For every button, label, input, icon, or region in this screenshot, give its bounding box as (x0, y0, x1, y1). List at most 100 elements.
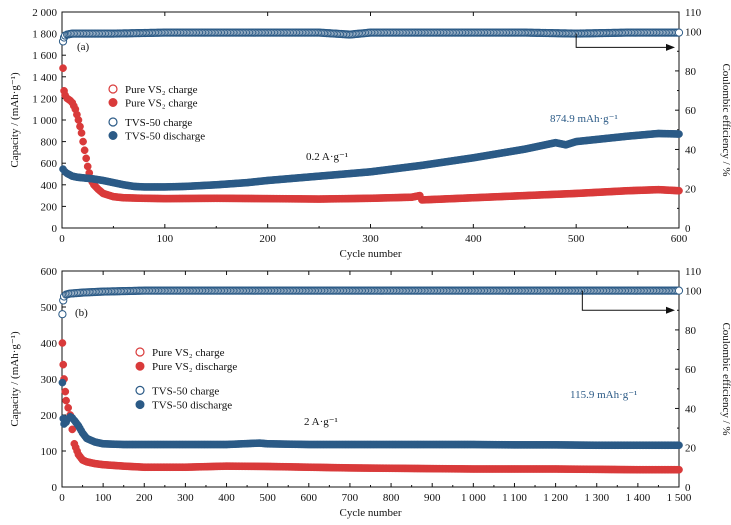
x-tick-label: 400 (465, 233, 482, 245)
series-tvs-50-charge (58, 286, 684, 319)
legend-marker (108, 98, 118, 107)
y-left-axis-title: Capacity / (mAh·g⁻¹) (9, 331, 21, 427)
y-left-tick-label: 2 000 (32, 7, 57, 19)
data-point (58, 310, 67, 319)
y-right-tick-label-max: 110 (685, 266, 702, 278)
y-left-tick-label: 400 (41, 180, 58, 192)
y-left-tick-label: 600 (41, 158, 58, 170)
x-tick-label: 500 (568, 233, 585, 245)
data-point (64, 403, 73, 412)
data-point (58, 378, 67, 387)
y-left-tick-label: 100 (41, 446, 58, 458)
legend: Pure VS₂ charge Pure VS₂ discharge TVS-50 … (135, 347, 237, 412)
data-point (74, 116, 83, 124)
y-right-tick-label: 40 (685, 144, 697, 156)
legend-marker (108, 131, 118, 140)
data-point (61, 387, 70, 396)
legend-label: Pure VS₂ charge (125, 98, 198, 110)
y-left-tick-label: 1 400 (32, 72, 57, 84)
y-right-tick-label: 0 (685, 482, 691, 494)
annotation: 0.2 A·g⁻¹ (306, 151, 348, 163)
legend-marker (135, 347, 145, 357)
x-tick-label: 800 (383, 492, 400, 504)
y-right-tick-label: 100 (685, 286, 702, 298)
x-tick-label: 600 (671, 233, 688, 245)
y-left-tick-label: 800 (41, 137, 58, 149)
data-point (58, 339, 67, 347)
efficiency-arrow-line (581, 290, 669, 311)
y-left-tick-label: 1 200 (32, 93, 57, 105)
data-point (675, 186, 683, 195)
y-right-tick-label-max: 110 (685, 7, 702, 19)
y-right-axis-title: Coulombic efficiency / % (720, 322, 731, 435)
y-right-axis-title: Coulombic efficiency / % (720, 63, 731, 176)
legend-marker (108, 117, 118, 127)
plot-frame (61, 270, 680, 488)
x-axis-title: Cycle number (339, 248, 401, 260)
x-tick-label: 200 (136, 492, 153, 504)
y-right-tick-label: 80 (685, 66, 697, 78)
x-tick-label: 1 200 (543, 492, 568, 504)
data-point (675, 441, 683, 450)
legend-label: TVS-50 charge (152, 385, 219, 397)
legend: Pure VS₂ charge Pure VS₂ charge TVS-50 cha… (108, 84, 205, 143)
data-point (59, 360, 68, 369)
y-right-tick-label: 40 (685, 403, 697, 415)
legend-label: Pure VS₂ charge (152, 347, 225, 359)
data-point (68, 425, 77, 434)
x-tick-label: 0 (59, 233, 65, 245)
data-point (82, 154, 91, 163)
data-point (79, 137, 87, 146)
x-tick-label: 300 (362, 233, 379, 245)
x-tick-label: 700 (342, 492, 359, 504)
annotation: 115.9 mAh·g⁻¹ (570, 389, 637, 401)
data-point (83, 162, 92, 171)
y-right-tick-label: 20 (685, 443, 697, 455)
y-left-tick-label: 1 800 (32, 29, 57, 41)
y-right-tick-label: 80 (685, 325, 697, 337)
annotation: 2 A·g⁻¹ (304, 416, 338, 428)
y-left-tick-label: 0 (52, 482, 58, 494)
y-left-tick-label: 0 (52, 223, 58, 235)
efficiency-arrow-line (575, 33, 669, 48)
panel-label: (a) (77, 41, 90, 53)
x-tick-label: 400 (218, 492, 235, 504)
x-tick-label: 500 (259, 492, 276, 504)
legend-label: TVS-50 charge (125, 117, 192, 129)
x-tick-label: 1 500 (667, 492, 692, 504)
series-pure-vs-charge (59, 64, 683, 204)
y-right-tick-label: 0 (685, 223, 691, 235)
series-tvs-50-discharge (58, 378, 683, 450)
legend-label: Pure VS₂ charge (125, 84, 198, 96)
x-tick-label: 200 (259, 233, 276, 245)
y-left-tick-label: 600 (41, 266, 58, 278)
legend-marker (135, 385, 145, 395)
x-tick-label: 100 (95, 492, 112, 504)
data-point (674, 28, 684, 37)
x-tick-label: 1 000 (461, 492, 486, 504)
panel-label: (b) (75, 307, 88, 319)
x-tick-label: 600 (301, 492, 318, 504)
y-left-tick-label: 200 (41, 201, 58, 213)
y-left-tick-label: 400 (41, 338, 58, 350)
legend-label: TVS-50 discharge (152, 400, 232, 412)
x-tick-label: 1 100 (502, 492, 527, 504)
legend-marker (135, 400, 145, 410)
annotation: 874.9 mAh·g⁻¹ (550, 113, 618, 125)
x-tick-label: 0 (59, 492, 65, 504)
y-left-tick-label: 300 (41, 374, 58, 386)
data-point (62, 396, 70, 405)
x-tick-label: 300 (177, 492, 194, 504)
legend-label: TVS-50 discharge (125, 131, 205, 143)
y-left-tick-label: 1 600 (32, 50, 57, 62)
efficiency-arrowhead (666, 43, 675, 51)
data-point (675, 130, 683, 138)
data-point (80, 146, 89, 155)
x-tick-label: 900 (424, 492, 441, 504)
series-tvs-50-discharge (59, 129, 683, 191)
y-left-tick-label: 1 000 (32, 115, 57, 127)
series-tvs-50-charge (58, 28, 684, 46)
y-left-tick-label: 200 (41, 410, 58, 422)
